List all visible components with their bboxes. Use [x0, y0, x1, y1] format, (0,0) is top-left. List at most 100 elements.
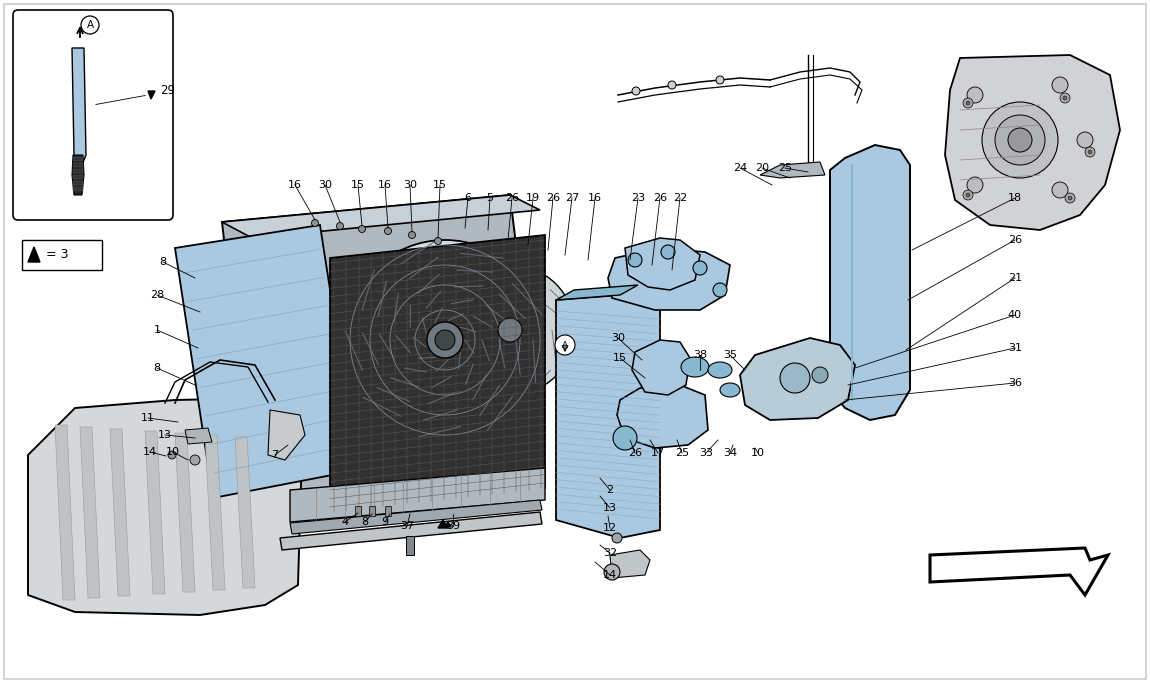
- Polygon shape: [608, 248, 730, 310]
- Polygon shape: [610, 550, 650, 578]
- Text: 16: 16: [288, 180, 302, 190]
- Polygon shape: [222, 195, 545, 515]
- Text: 5: 5: [486, 193, 493, 203]
- Text: 26: 26: [628, 448, 642, 458]
- Text: 27: 27: [565, 193, 580, 203]
- Polygon shape: [739, 338, 854, 420]
- Circle shape: [1084, 147, 1095, 157]
- Circle shape: [384, 227, 391, 234]
- Circle shape: [1009, 128, 1032, 152]
- Circle shape: [1052, 77, 1068, 93]
- Text: 1: 1: [153, 325, 161, 335]
- Text: 16: 16: [588, 193, 601, 203]
- Polygon shape: [222, 195, 540, 238]
- Circle shape: [967, 177, 983, 193]
- Text: 25: 25: [675, 448, 689, 458]
- Text: 37: 37: [400, 521, 414, 531]
- Bar: [22, 240, 102, 270]
- Text: 32: 32: [603, 548, 618, 558]
- Ellipse shape: [708, 362, 733, 378]
- Circle shape: [190, 455, 200, 465]
- Polygon shape: [148, 91, 155, 99]
- Circle shape: [982, 102, 1058, 178]
- Circle shape: [1088, 150, 1092, 154]
- Polygon shape: [369, 506, 375, 516]
- Text: 26: 26: [505, 193, 519, 203]
- Text: 2: 2: [606, 485, 614, 495]
- Text: 15: 15: [351, 180, 365, 190]
- Text: 38: 38: [693, 350, 707, 360]
- Polygon shape: [235, 437, 255, 588]
- Text: 18: 18: [1007, 193, 1022, 203]
- Circle shape: [427, 322, 463, 358]
- Circle shape: [612, 533, 622, 543]
- Polygon shape: [28, 398, 302, 615]
- Polygon shape: [632, 340, 690, 395]
- Text: 9: 9: [382, 517, 389, 527]
- Text: 30: 30: [611, 333, 624, 343]
- Circle shape: [81, 16, 99, 34]
- Text: 19: 19: [526, 193, 540, 203]
- Text: 31: 31: [1009, 343, 1022, 353]
- Circle shape: [168, 451, 176, 459]
- Circle shape: [435, 238, 442, 245]
- Text: 28: 28: [150, 290, 164, 300]
- Ellipse shape: [720, 383, 739, 397]
- Polygon shape: [175, 433, 196, 592]
- Polygon shape: [72, 187, 83, 191]
- Polygon shape: [385, 506, 391, 516]
- Polygon shape: [290, 500, 542, 534]
- Circle shape: [995, 115, 1045, 165]
- Text: 23: 23: [631, 193, 645, 203]
- Circle shape: [498, 318, 522, 342]
- Polygon shape: [438, 520, 449, 528]
- Circle shape: [780, 363, 810, 393]
- Circle shape: [1068, 196, 1072, 200]
- Polygon shape: [205, 435, 225, 590]
- Circle shape: [632, 87, 641, 95]
- Circle shape: [312, 219, 319, 227]
- Polygon shape: [830, 145, 910, 420]
- Circle shape: [628, 253, 642, 267]
- Text: 30: 30: [402, 180, 417, 190]
- Text: 14: 14: [143, 447, 158, 457]
- Text: = 3: = 3: [46, 249, 68, 262]
- Polygon shape: [290, 468, 545, 522]
- Text: 26: 26: [653, 193, 667, 203]
- Circle shape: [716, 76, 724, 84]
- Polygon shape: [72, 163, 83, 167]
- Polygon shape: [279, 512, 542, 550]
- Circle shape: [1078, 132, 1092, 148]
- Circle shape: [668, 81, 676, 89]
- Circle shape: [337, 223, 344, 229]
- Text: 33: 33: [699, 448, 713, 458]
- Text: 26: 26: [546, 193, 560, 203]
- Polygon shape: [28, 247, 40, 262]
- Polygon shape: [145, 431, 164, 594]
- Circle shape: [713, 283, 727, 297]
- Circle shape: [613, 426, 637, 450]
- Polygon shape: [268, 410, 305, 460]
- Polygon shape: [618, 385, 708, 448]
- Text: 12: 12: [603, 523, 618, 533]
- Text: 26: 26: [1007, 235, 1022, 245]
- Circle shape: [345, 240, 545, 440]
- Text: 20: 20: [754, 163, 769, 173]
- Polygon shape: [760, 162, 825, 178]
- Polygon shape: [72, 157, 83, 161]
- Text: 7: 7: [271, 450, 278, 460]
- Text: 15: 15: [613, 353, 627, 363]
- Polygon shape: [72, 48, 86, 170]
- Text: 11: 11: [141, 413, 155, 423]
- Text: 35: 35: [723, 350, 737, 360]
- Polygon shape: [555, 295, 660, 538]
- Polygon shape: [930, 548, 1107, 595]
- Text: 30: 30: [319, 180, 332, 190]
- Circle shape: [555, 335, 575, 355]
- Polygon shape: [406, 536, 414, 555]
- Circle shape: [966, 193, 969, 197]
- Circle shape: [435, 330, 455, 350]
- Polygon shape: [175, 225, 358, 498]
- Text: 34: 34: [723, 448, 737, 458]
- Circle shape: [1065, 193, 1075, 203]
